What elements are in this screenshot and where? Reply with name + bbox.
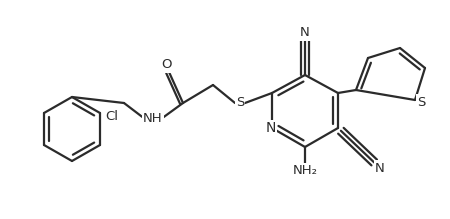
Text: Cl: Cl xyxy=(105,111,118,124)
Text: NH₂: NH₂ xyxy=(292,164,318,178)
Text: O: O xyxy=(162,58,172,71)
Text: N: N xyxy=(266,121,276,135)
Text: S: S xyxy=(417,95,425,108)
Text: N: N xyxy=(300,26,310,39)
Text: NH: NH xyxy=(143,113,163,125)
Text: S: S xyxy=(236,97,244,110)
Text: N: N xyxy=(375,161,385,175)
